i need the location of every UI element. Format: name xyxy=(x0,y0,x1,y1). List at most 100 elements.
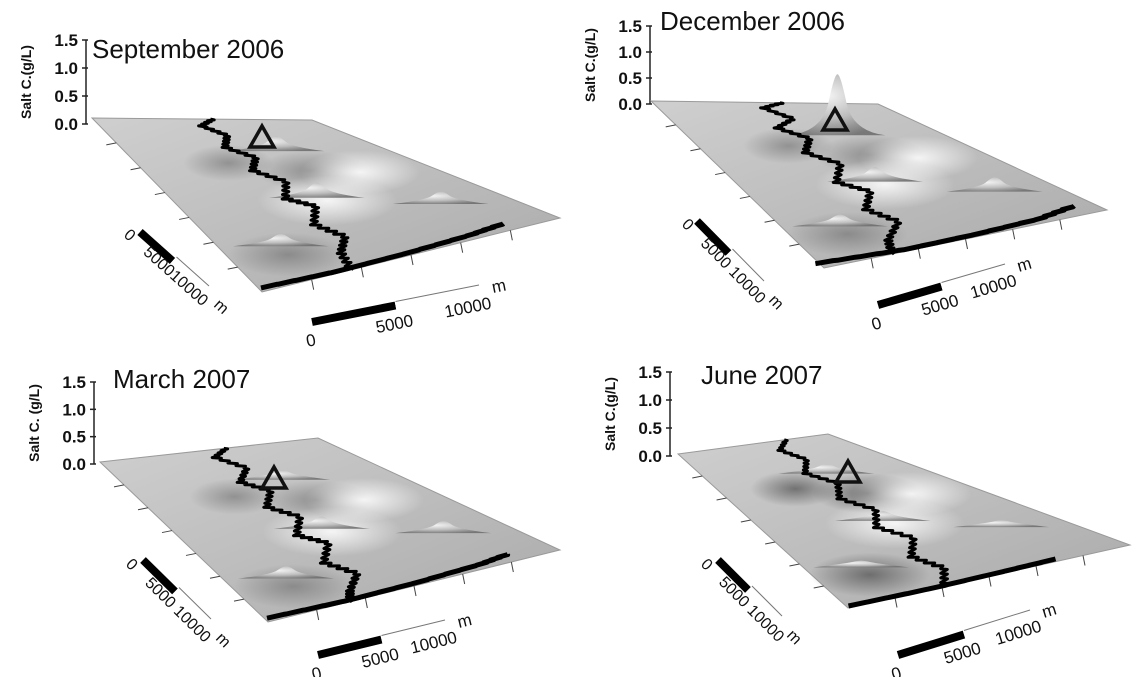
side-scale-bar-white xyxy=(725,250,763,288)
bottom-scale-label: 0 xyxy=(889,663,904,677)
z-tick-label: 1.5 xyxy=(54,31,78,50)
bottom-scale-unit: m xyxy=(490,276,508,297)
side-scale-bar-white xyxy=(172,588,210,626)
bottom-scale-bar-white xyxy=(394,285,480,310)
grid-tick xyxy=(137,507,149,511)
side-scale-label: 0 xyxy=(678,216,696,234)
coast-line xyxy=(847,556,1057,609)
coast-line xyxy=(266,552,511,621)
z-axis-label: Salt C.(g/L) xyxy=(18,45,34,119)
side-scale-unit: m xyxy=(783,627,804,648)
bottom-scale-bar-white xyxy=(380,620,446,644)
bottom-scale-bar-outline xyxy=(941,263,1006,283)
grid-tick xyxy=(203,241,214,245)
grid-tick xyxy=(179,216,190,220)
side-scale-bar-outline xyxy=(178,587,212,620)
z-tick-label: 0.5 xyxy=(62,428,86,447)
grid-tick xyxy=(789,563,800,567)
side-scale-bar-outline xyxy=(751,585,783,617)
bottom-scale-bar-outline xyxy=(395,284,480,302)
grid-tick xyxy=(917,248,921,259)
grid-tick xyxy=(233,598,245,602)
grid-tick xyxy=(1012,229,1016,240)
bottom-scale-unit: m xyxy=(455,610,473,632)
z-tick-label: 1.5 xyxy=(62,373,86,392)
z-axis-label: Salt C.(g/L) xyxy=(602,377,618,451)
grid-tick xyxy=(739,195,750,199)
river-line xyxy=(197,117,356,271)
grid-tick xyxy=(462,573,466,585)
panel-title: December 2006 xyxy=(660,6,845,36)
surface-highlight xyxy=(304,477,425,522)
salt-peak xyxy=(395,520,492,534)
bottom-scale-bar-outline xyxy=(963,609,1031,631)
bottom-scale-bar-black xyxy=(317,635,383,659)
z-axis-label: Salt C. (g/L) xyxy=(26,384,42,462)
grid-tick xyxy=(692,475,703,479)
surface-panel-2: March 2007 0.0 0.5 1.0 1.5 Salt C. (g/L) 0 5000… xyxy=(26,364,562,677)
z-tick-label: 1.0 xyxy=(62,400,86,419)
grid-tick xyxy=(227,266,238,270)
grid-tick xyxy=(894,597,898,608)
bottom-scale-unit: m xyxy=(1040,599,1059,621)
grid-tick xyxy=(965,238,968,250)
side-scale-bar-outline xyxy=(732,248,765,282)
river-line xyxy=(759,101,903,256)
bottom-scale-label: 5000 xyxy=(374,311,415,337)
salt-peak xyxy=(234,470,331,480)
station-triangle-icon xyxy=(819,105,851,132)
salt-peak xyxy=(268,182,365,198)
grid-tick xyxy=(988,576,992,587)
side-scale-label: 500010000 xyxy=(140,244,211,310)
panel-title: March 2007 xyxy=(113,364,250,394)
bottom-scale-label: 0 xyxy=(869,313,883,334)
panel-title: September 2006 xyxy=(92,34,284,64)
z-tick-label: 1.0 xyxy=(54,59,78,78)
z-tick-label: 0.0 xyxy=(62,455,86,474)
z-tick-label: 0.5 xyxy=(54,87,78,106)
z-tick-label: 0.0 xyxy=(638,447,662,466)
bottom-scale-bar-outline xyxy=(381,619,446,636)
side-scale-unit: m xyxy=(210,296,231,318)
grid-tick xyxy=(764,219,775,223)
grid-tick xyxy=(113,484,125,488)
side-scale-bar-white xyxy=(745,587,781,623)
coast-line xyxy=(814,203,1076,267)
grid-tick xyxy=(106,142,117,146)
station-triangle-icon xyxy=(832,457,864,484)
bottom-scale-bar-black xyxy=(311,301,397,326)
grid-tick xyxy=(364,597,368,609)
side-scale-label: 5000 10000 xyxy=(697,235,768,307)
z-tick-label: 0.5 xyxy=(618,69,642,88)
bottom-scale-label: 5000 xyxy=(360,644,401,671)
salt-peak xyxy=(392,191,489,205)
grid-tick xyxy=(941,586,945,598)
bottom-scale-unit: m xyxy=(1015,254,1034,276)
grid-tick xyxy=(740,519,751,523)
side-scale-label: 0 xyxy=(122,556,140,574)
z-tick-label: 0.0 xyxy=(618,95,642,114)
salt-peak xyxy=(232,233,329,247)
z-tick-label: 1.5 xyxy=(618,17,642,36)
grid-tick xyxy=(510,561,514,573)
grid-tick xyxy=(209,575,221,579)
side-scale-label: 0 xyxy=(697,556,715,574)
side-scale-bar-black xyxy=(715,557,751,593)
side-scale-unit: m xyxy=(212,630,233,651)
grid-tick xyxy=(161,530,173,534)
bottom-scale-bar-white xyxy=(940,264,1007,291)
grid-tick xyxy=(1059,219,1063,230)
z-tick-label: 0.0 xyxy=(54,115,78,134)
bottom-scale-label: 0 xyxy=(310,663,324,677)
z-tick-label: 1.0 xyxy=(638,391,662,410)
panel-title: June 2007 xyxy=(701,360,822,390)
grid-tick xyxy=(460,242,464,253)
grid-tick xyxy=(715,172,726,176)
grid-tick xyxy=(1035,565,1039,577)
salt-peak xyxy=(946,177,1043,192)
grid-tick xyxy=(185,552,197,556)
grid-tick xyxy=(410,254,414,266)
